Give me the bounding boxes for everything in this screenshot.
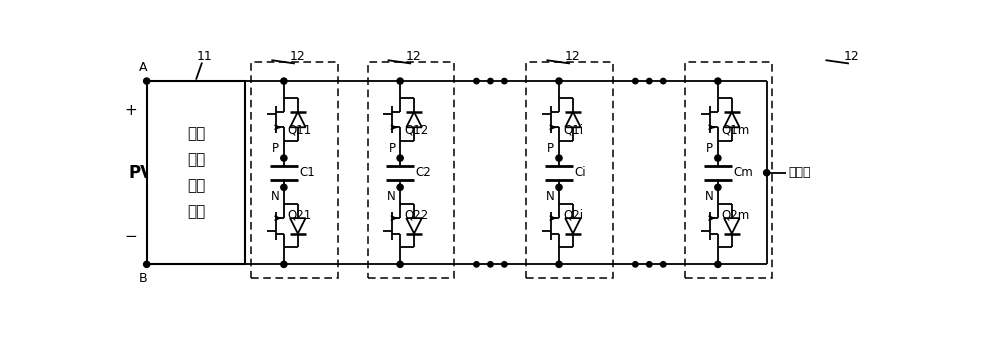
Circle shape (661, 262, 666, 267)
Bar (368, 62, 454, 278)
Circle shape (502, 78, 507, 84)
Circle shape (281, 155, 287, 161)
Circle shape (647, 262, 652, 267)
Text: Q2m: Q2m (722, 209, 750, 222)
Text: Ci: Ci (574, 166, 586, 179)
Circle shape (474, 262, 479, 267)
Bar (147, 81, 245, 264)
Text: N: N (387, 190, 395, 203)
Circle shape (633, 78, 638, 84)
Circle shape (715, 155, 721, 161)
Text: P: P (272, 142, 279, 155)
Text: +: + (125, 103, 138, 118)
Circle shape (647, 78, 652, 84)
Circle shape (502, 262, 507, 267)
Text: 12: 12 (843, 50, 859, 63)
Text: Q1m: Q1m (722, 123, 750, 136)
Text: PV: PV (128, 164, 153, 182)
Text: 初级
电容
逆变
单元: 初级 电容 逆变 单元 (187, 127, 205, 219)
Text: Cm: Cm (733, 166, 753, 179)
Circle shape (556, 155, 562, 161)
Text: Q22: Q22 (404, 209, 428, 222)
Text: 12: 12 (289, 50, 305, 63)
Circle shape (633, 262, 638, 267)
Circle shape (488, 262, 493, 267)
Circle shape (397, 155, 403, 161)
Text: P: P (706, 142, 713, 155)
Text: N: N (704, 190, 713, 203)
Bar (526, 62, 613, 278)
Bar (251, 62, 338, 278)
Text: Q12: Q12 (404, 123, 428, 136)
Circle shape (556, 261, 562, 267)
Text: 12: 12 (405, 50, 421, 63)
Text: P: P (388, 142, 395, 155)
Circle shape (556, 78, 562, 84)
Circle shape (397, 78, 403, 84)
Circle shape (661, 78, 666, 84)
Text: C2: C2 (416, 166, 431, 179)
Text: N: N (270, 190, 279, 203)
Circle shape (474, 78, 479, 84)
Circle shape (281, 78, 287, 84)
Circle shape (144, 78, 150, 84)
Circle shape (488, 78, 493, 84)
Text: Q1i: Q1i (563, 123, 583, 136)
Text: 11: 11 (196, 50, 212, 63)
Text: P: P (547, 142, 554, 155)
Text: −: − (125, 229, 138, 244)
Text: A: A (139, 61, 147, 74)
Text: B: B (139, 272, 147, 285)
Text: Q2i: Q2i (563, 209, 583, 222)
Circle shape (715, 261, 721, 267)
Text: 12: 12 (564, 50, 580, 63)
Circle shape (397, 184, 403, 190)
Bar (685, 62, 772, 278)
Circle shape (715, 78, 721, 84)
Circle shape (397, 261, 403, 267)
Circle shape (281, 261, 287, 267)
Circle shape (764, 170, 770, 176)
Circle shape (281, 184, 287, 190)
Circle shape (715, 184, 721, 190)
Text: Q21: Q21 (288, 209, 312, 222)
Circle shape (144, 261, 150, 267)
Text: Q11: Q11 (288, 123, 312, 136)
Circle shape (556, 184, 562, 190)
Text: 输出端: 输出端 (788, 166, 811, 179)
Text: C1: C1 (299, 166, 315, 179)
Text: N: N (546, 190, 554, 203)
